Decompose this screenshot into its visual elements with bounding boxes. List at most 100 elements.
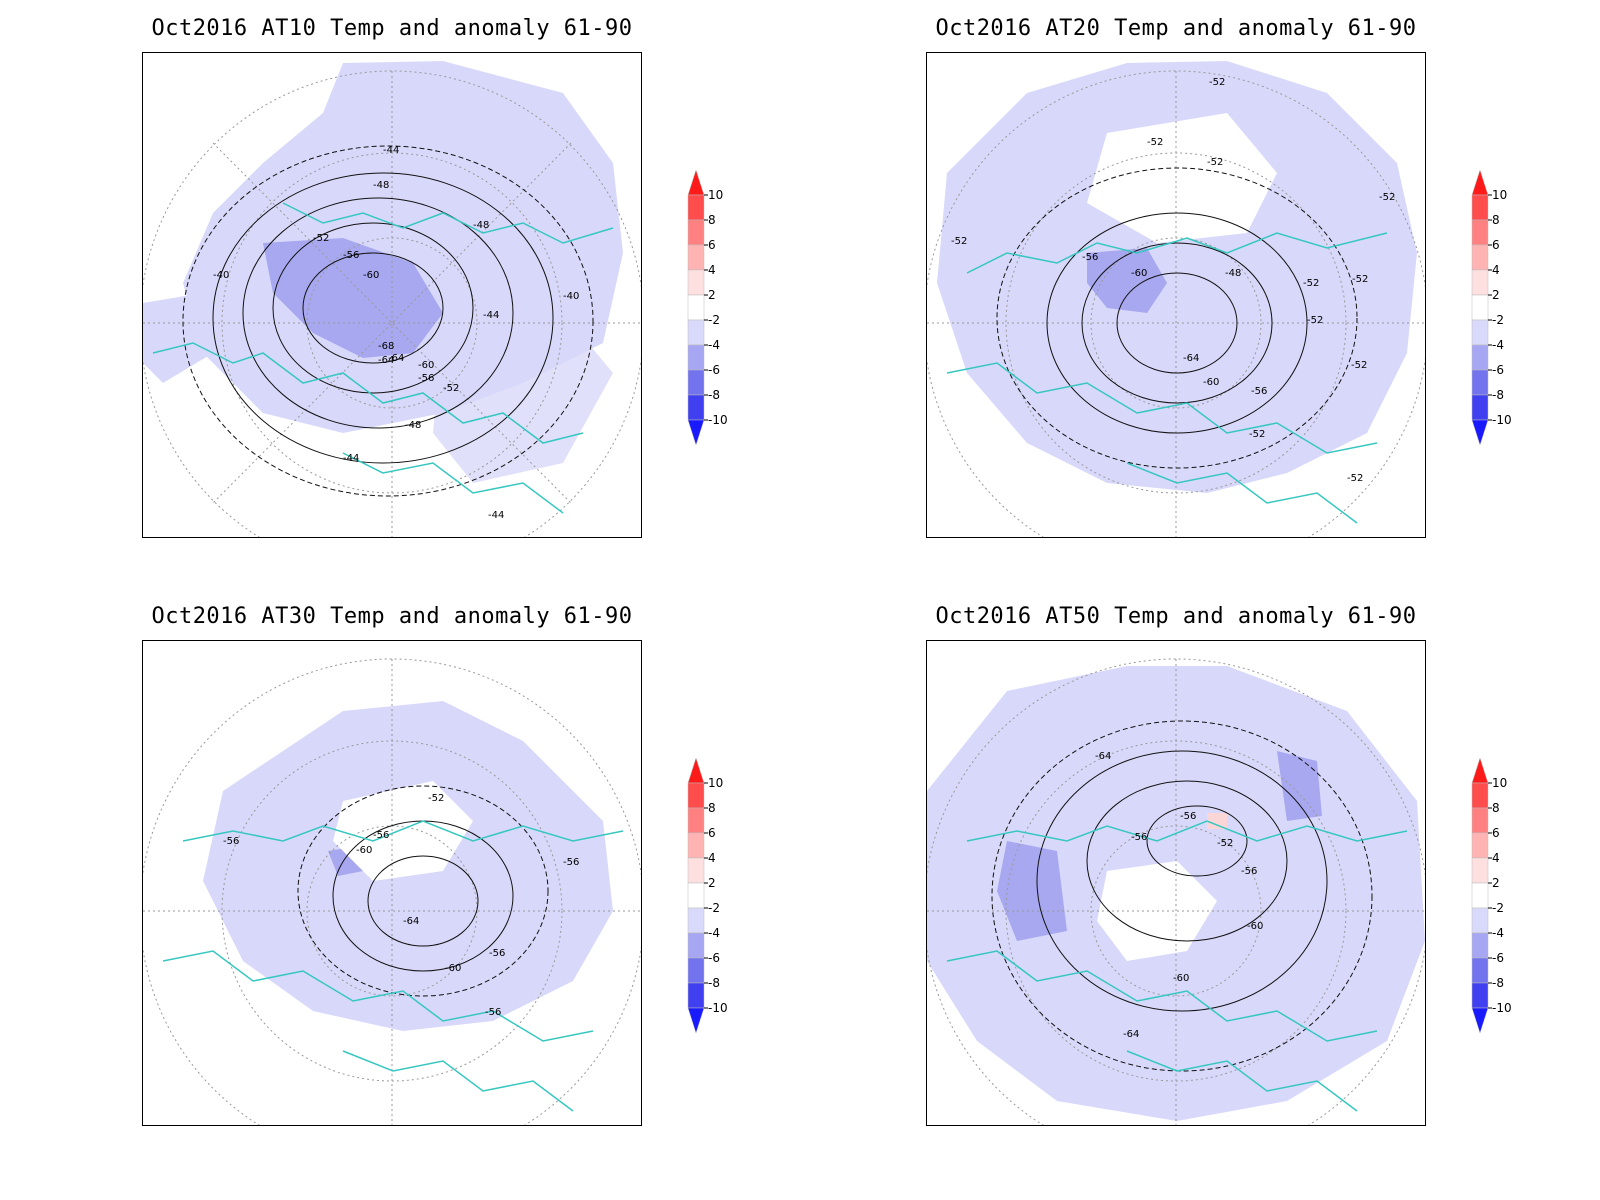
anomaly-area-light xyxy=(143,293,213,383)
colorbar-segment xyxy=(687,394,705,421)
colorbar-tick-label: 4 xyxy=(1492,851,1500,865)
temperature-contour xyxy=(1116,272,1238,374)
colorbar-tick-label: 8 xyxy=(1492,213,1500,227)
contour-label: -52 xyxy=(1352,274,1368,285)
colorbar-segment xyxy=(1471,219,1489,246)
anomaly-area-medium xyxy=(997,841,1067,941)
coastline xyxy=(282,202,614,244)
colorbar-cap-bottom xyxy=(687,419,705,446)
contour-label: -52 xyxy=(1303,278,1319,289)
polar-map: -64 -56 -52 -56 -60 -60 -64 -56 xyxy=(926,640,1426,1126)
colorbar-tick-label: -2 xyxy=(1492,313,1504,327)
colorbar-tick-label: 6 xyxy=(708,238,716,252)
coastline xyxy=(342,452,564,514)
polar-map: -44 -48 -52 -56 -60 -64 -68 -40 -44 -48 … xyxy=(142,52,642,538)
contour-label: -56 xyxy=(1251,386,1267,397)
colorbar-segment xyxy=(687,832,705,859)
anomaly-area-positive xyxy=(1207,813,1227,829)
temperature-contour xyxy=(1086,780,1288,942)
temperature-contour xyxy=(182,145,594,497)
contour-label: -52 xyxy=(1379,192,1395,203)
colorbar-segment xyxy=(1471,932,1489,959)
colorbar-tick-label: 10 xyxy=(1492,188,1507,202)
coastline xyxy=(1126,1050,1358,1112)
panel-title: Oct2016 AT30 Temp and anomaly 61-90 xyxy=(151,604,633,629)
colorbar-cap-top xyxy=(1471,169,1489,196)
contour-label: -56 xyxy=(485,1007,501,1018)
colorbar-tick-label: 2 xyxy=(1492,288,1500,302)
anomaly-area-white xyxy=(333,781,473,881)
contour-label: -52 xyxy=(1209,77,1225,88)
anomaly-area-light xyxy=(937,61,1417,493)
coastline xyxy=(182,820,624,842)
temperature-contour xyxy=(302,252,444,364)
colorbar-segment xyxy=(687,957,705,984)
temperature-contour xyxy=(272,222,474,394)
colorbar-segment xyxy=(1471,807,1489,834)
colorbar-segment xyxy=(1471,269,1489,296)
colorbar-graphic: 10 8 6 4 2 -2 -4 -6 -8 -10 xyxy=(687,169,728,446)
panel-title: Oct2016 AT20 Temp and anomaly 61-90 xyxy=(935,16,1417,41)
contour-label: -52 xyxy=(1347,473,1363,484)
temperature-contour xyxy=(1146,805,1248,877)
latitude-circle xyxy=(1090,825,1262,997)
contour-label: -56 xyxy=(489,948,505,959)
colorbar-tick-label: -4 xyxy=(1492,338,1504,352)
colorbar-at30: 10 8 6 4 2 -2 -4 -6 -8 -10 xyxy=(687,757,758,1048)
contour-label: -40 xyxy=(563,291,579,302)
colorbar-tick-label: -4 xyxy=(1492,926,1504,940)
colorbar-segment xyxy=(687,807,705,834)
colorbar-tick-label: 2 xyxy=(708,876,716,890)
temperature-contour xyxy=(1036,750,1328,1012)
contour-label: -64 xyxy=(378,355,394,366)
polar-map: -52 -52 -52 -52 -56 -60 -48 -52 -52 -64 … xyxy=(926,52,1426,538)
contour-label: -56 xyxy=(1082,252,1098,263)
contour-label: -48 xyxy=(405,420,421,431)
colorbar-segment xyxy=(1471,957,1489,984)
colorbar-segment xyxy=(1471,907,1489,934)
colorbar-tick-label: 6 xyxy=(708,826,716,840)
colorbar-segment xyxy=(1471,244,1489,271)
contour-label: -52 xyxy=(1351,360,1367,371)
colorbar-segment xyxy=(687,319,705,346)
contour-label: -60 xyxy=(418,360,434,371)
colorbar-segment xyxy=(687,782,705,809)
contour-label: -44 xyxy=(383,145,399,156)
colorbar-tick-label: -2 xyxy=(708,901,720,915)
contour-label: -48 xyxy=(1225,268,1241,279)
latitude-circle xyxy=(1090,237,1262,409)
colorbar-graphic: 10 8 6 4 2 -2 -4 -6 -8 -10 xyxy=(1471,757,1512,1034)
colorbar-segment xyxy=(687,907,705,934)
colorbar-cap-bottom xyxy=(1471,419,1489,446)
contour-label: -52 xyxy=(313,233,329,244)
temperature-contour xyxy=(1046,212,1308,434)
coastline xyxy=(342,1050,574,1112)
contour-label: -64 xyxy=(1183,353,1199,364)
colorbar-segment xyxy=(1471,369,1489,396)
latitude-circle xyxy=(306,237,478,409)
coastline xyxy=(966,232,1388,274)
colorbar-tick-label: 10 xyxy=(1492,776,1507,790)
colorbar-tick-label: -10 xyxy=(708,413,728,427)
colorbar-segment xyxy=(1471,194,1489,221)
contour-label: -56 xyxy=(418,373,434,384)
coastline xyxy=(946,362,1378,454)
polar-map: -52 -56 -60 -64 -60 -56 -56 -56 -56 xyxy=(142,640,642,1126)
colorbar-segment xyxy=(1471,344,1489,371)
contour-label: -64 xyxy=(1123,1029,1139,1040)
contour-label: -52 xyxy=(428,793,444,804)
contour-label: -64 xyxy=(388,353,404,364)
colorbar-tick-label: -6 xyxy=(1492,363,1504,377)
colorbar-tick-label: -2 xyxy=(708,313,720,327)
colorbar-tick-label: -10 xyxy=(708,1001,728,1015)
temperature-contour xyxy=(991,720,1373,1072)
anomaly-area-light xyxy=(433,313,613,483)
colorbar-tick-label: -4 xyxy=(708,926,720,940)
colorbar-tick-label: 8 xyxy=(708,213,716,227)
contour-label: -52 xyxy=(1307,315,1323,326)
colorbar-segment xyxy=(687,982,705,1009)
coastline xyxy=(162,950,594,1042)
contour-label: -48 xyxy=(373,180,389,191)
contour-label: -60 xyxy=(363,270,379,281)
panel-title: Oct2016 AT10 Temp and anomaly 61-90 xyxy=(151,16,633,41)
